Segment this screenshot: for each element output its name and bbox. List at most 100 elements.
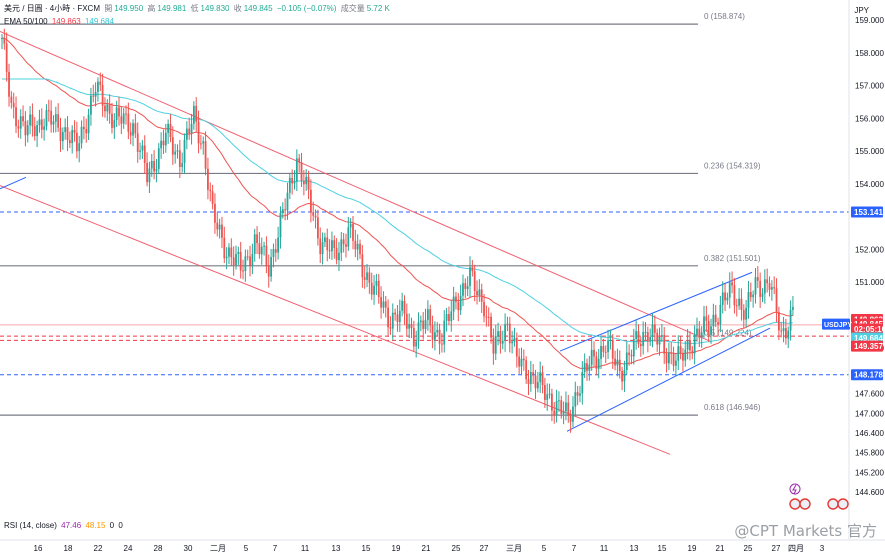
candle-body bbox=[136, 133, 139, 152]
candle-body bbox=[50, 110, 53, 125]
candle-body bbox=[682, 352, 684, 361]
candle-body bbox=[668, 352, 670, 364]
candle-body bbox=[752, 294, 755, 298]
candle-body bbox=[646, 332, 649, 342]
candle-body bbox=[480, 289, 483, 302]
symbol-header: 美元 / 日圓 · 4小時 · FXCM 開 149.950 高 149.981 低… bbox=[4, 4, 390, 13]
candle-body bbox=[506, 323, 509, 325]
candle-body bbox=[202, 141, 205, 144]
downtrend-lower bbox=[0, 185, 671, 455]
candle-body bbox=[73, 130, 76, 133]
candle-body bbox=[305, 176, 308, 185]
candle-body bbox=[665, 353, 668, 364]
candle-body bbox=[171, 137, 174, 155]
candle-body bbox=[520, 358, 523, 367]
candle-body bbox=[543, 385, 546, 400]
candle-body bbox=[581, 372, 584, 394]
currency-label: JPY bbox=[854, 6, 869, 15]
candle-body bbox=[518, 356, 521, 367]
candle-body bbox=[534, 375, 537, 389]
candle-body bbox=[459, 295, 462, 311]
ema-legend[interactable]: EMA 50/100 149.863 149.684 bbox=[4, 17, 116, 26]
flag-event-icon bbox=[799, 498, 811, 510]
candle-body bbox=[394, 312, 397, 315]
candle-body bbox=[38, 119, 41, 125]
fib-label: 0 (158.874) bbox=[704, 12, 745, 21]
candle-body bbox=[412, 327, 415, 347]
candle-body bbox=[710, 326, 712, 335]
candle-body bbox=[244, 256, 247, 272]
candle-body bbox=[445, 314, 448, 321]
candle-body bbox=[216, 222, 219, 230]
candle-body bbox=[317, 217, 319, 239]
y-tick-label: 154.000 bbox=[855, 180, 884, 189]
candle-body bbox=[324, 237, 326, 243]
candle-body bbox=[230, 247, 233, 258]
y-tick-label: 156.000 bbox=[855, 114, 884, 123]
candle-body bbox=[335, 248, 338, 261]
price-axis[interactable]: 159.000 158.000 157.000 156.000 155.000 154.0… bbox=[848, 0, 884, 540]
candle-body bbox=[68, 140, 71, 144]
price-tag-text: 149.684 bbox=[854, 334, 883, 343]
candle-body bbox=[609, 339, 612, 341]
candle-body bbox=[621, 371, 623, 382]
candle-body bbox=[429, 309, 432, 326]
candle-body bbox=[759, 280, 762, 297]
candle-body bbox=[90, 95, 92, 115]
candle-body bbox=[352, 223, 354, 241]
candle-body bbox=[188, 128, 191, 134]
candle-body bbox=[195, 105, 198, 122]
candle-body bbox=[756, 277, 759, 281]
candle-body bbox=[129, 131, 132, 136]
x-tick-label: 27 bbox=[480, 544, 489, 553]
price-tag bbox=[851, 369, 883, 381]
candle-body bbox=[588, 364, 591, 371]
candle-body bbox=[419, 320, 422, 323]
candle-body bbox=[218, 224, 221, 230]
candle-body bbox=[61, 132, 64, 142]
candle-body bbox=[452, 296, 455, 312]
candle-body bbox=[211, 191, 214, 204]
candle-body bbox=[590, 349, 593, 365]
x-tick-label: 21 bbox=[716, 544, 725, 553]
candle-body bbox=[398, 310, 401, 323]
candle-body bbox=[763, 279, 766, 294]
price-tag bbox=[851, 206, 883, 218]
candle-body bbox=[24, 121, 27, 136]
candle-body bbox=[125, 113, 127, 115]
candle-body bbox=[256, 234, 258, 244]
candle-body bbox=[237, 251, 240, 254]
y-tick-label: 147.600 bbox=[855, 390, 884, 399]
ema-lines bbox=[1, 37, 793, 369]
candle-body bbox=[239, 251, 242, 271]
candle-body bbox=[735, 305, 738, 307]
candle-body bbox=[359, 243, 361, 255]
candle-body bbox=[408, 324, 411, 329]
x-tick-label: 30 bbox=[184, 544, 193, 553]
candle-body bbox=[761, 293, 764, 297]
x-tick-label: 5 bbox=[542, 544, 547, 553]
candle-body bbox=[312, 212, 315, 216]
candle-body bbox=[387, 307, 389, 328]
rsi-legend[interactable]: RSI (14, close) 47.46 48.15 0 0 bbox=[4, 521, 125, 530]
candle-body bbox=[579, 393, 581, 396]
rsi-label: RSI (14, close) bbox=[4, 521, 57, 530]
candle-body bbox=[792, 307, 794, 310]
candle-body bbox=[221, 224, 223, 238]
candle-body bbox=[712, 314, 715, 327]
event-icons[interactable] bbox=[789, 483, 849, 510]
candle-body bbox=[157, 148, 160, 170]
candle-body bbox=[696, 328, 698, 335]
candle-body bbox=[286, 192, 289, 211]
candle-body bbox=[651, 324, 654, 337]
time-axis[interactable]: 16 18 22 24 28 30 二月 5 7 11 13 15 19 21 25 27 三月 5 7 11 13 15… bbox=[0, 539, 885, 553]
candle-body bbox=[450, 311, 453, 322]
candle-body bbox=[593, 349, 595, 357]
candle-body bbox=[574, 392, 577, 407]
candle-body bbox=[274, 249, 277, 253]
candle-body bbox=[78, 143, 81, 152]
candle-body bbox=[787, 330, 790, 339]
lightning-glyph bbox=[792, 484, 797, 495]
y-tick-label: 157.000 bbox=[855, 82, 884, 91]
